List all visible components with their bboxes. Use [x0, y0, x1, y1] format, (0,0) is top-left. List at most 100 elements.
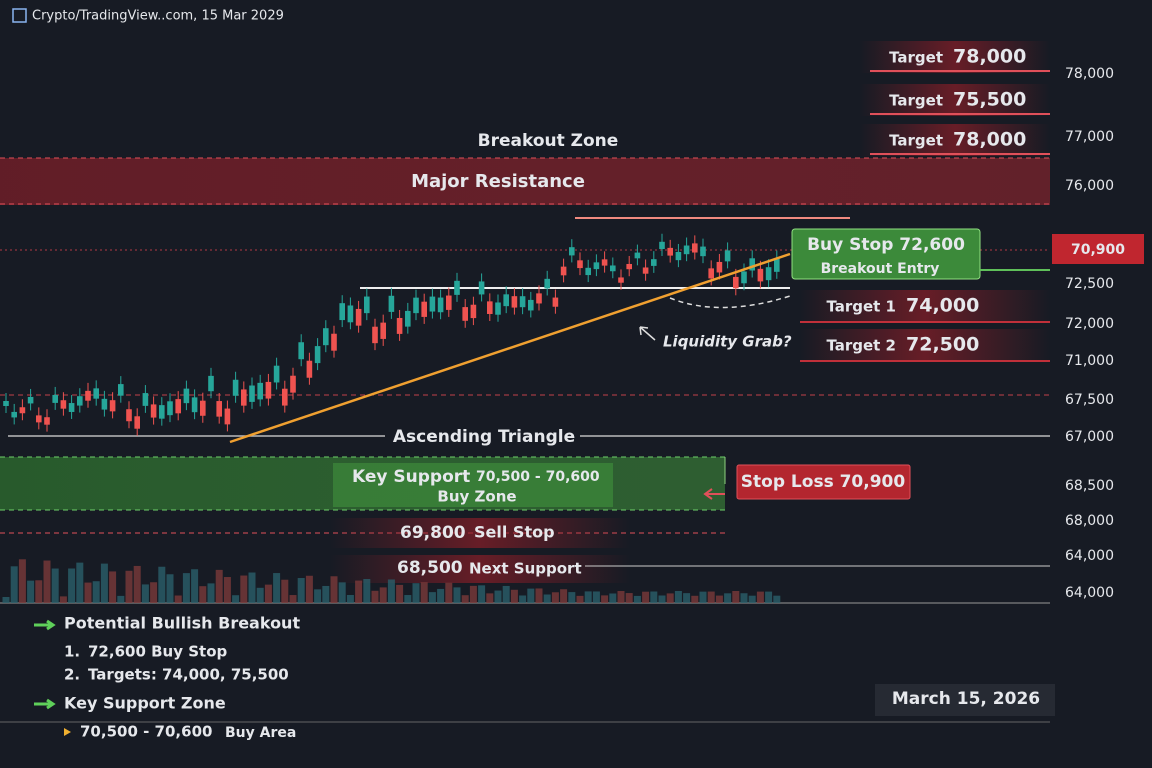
stop-loss-box — [736, 464, 911, 500]
breakout-zone: Breakout Zone — [478, 131, 619, 151]
candle-body — [241, 389, 247, 406]
bullet-arrow — [34, 619, 56, 631]
note-text: 72,600 Buy Stop — [88, 643, 227, 661]
candle-body — [167, 401, 173, 416]
volume-bar — [125, 570, 133, 603]
volume-bar — [527, 588, 535, 603]
target-glow — [860, 84, 1050, 116]
volume-bar — [273, 573, 281, 603]
candle-body — [290, 375, 296, 393]
volume-bar — [601, 595, 609, 603]
bullet-triangle — [64, 728, 71, 736]
volume-bar — [305, 575, 313, 603]
target-glow — [800, 290, 1050, 322]
price-label: 71,000 — [1065, 353, 1114, 369]
target-label: Target — [889, 132, 943, 150]
volume-bar — [568, 592, 576, 603]
volume-bar — [625, 593, 633, 603]
candle-body — [36, 415, 42, 423]
candle-body — [200, 400, 206, 416]
candle-body — [601, 259, 608, 266]
candle-body — [134, 416, 140, 429]
candle-body — [651, 259, 657, 266]
candle-body — [429, 296, 436, 312]
note-number: 2. — [64, 666, 80, 684]
stop-loss-label: Stop Loss 70,900 — [741, 472, 906, 492]
sell-stop-glow — [330, 518, 630, 548]
source-caption: Crypto/TradingView..com, 15 Mar 2029 — [32, 9, 284, 24]
volume-bar — [765, 591, 773, 603]
candle-body — [495, 302, 501, 315]
support-subtitle: Buy Zone — [437, 488, 516, 506]
candle-body — [536, 293, 542, 304]
volume-bar — [543, 594, 551, 603]
candle-body — [142, 393, 149, 406]
volume-bar — [576, 595, 584, 603]
price-label: 72,500 — [1065, 276, 1114, 292]
candle-body — [347, 305, 354, 323]
candle-body — [396, 317, 403, 334]
support-range: 70,500 - 70,600 — [476, 469, 600, 485]
volume-bar — [289, 595, 297, 603]
candle-body — [257, 382, 263, 400]
candle-body — [544, 278, 550, 289]
candle-body — [610, 265, 616, 272]
bullet-arrow — [34, 698, 56, 710]
support-label-bg — [333, 463, 613, 507]
logo-icon — [12, 8, 27, 23]
candle-body — [413, 297, 419, 314]
candle-body — [585, 267, 591, 276]
candle-body — [355, 308, 362, 326]
volume-bar — [707, 591, 715, 603]
candle-body — [724, 250, 731, 262]
candles — [2, 233, 781, 603]
near-target-value: 74,000 — [906, 295, 979, 317]
candle-body — [44, 417, 50, 425]
candle-body — [659, 241, 665, 250]
candle-body — [249, 385, 255, 402]
volume-bar — [322, 585, 330, 603]
date-label: March 15, 2026 — [892, 689, 1040, 709]
volume-bar — [642, 591, 650, 603]
candle-body — [487, 301, 493, 314]
candle-body — [265, 381, 272, 399]
candle-body — [101, 398, 108, 410]
candle-body — [683, 245, 690, 255]
near-target-value: 72,500 — [906, 334, 979, 356]
price-label: 64,000 — [1065, 585, 1114, 601]
next-support-label: Next Support — [469, 560, 582, 578]
trendline — [229, 252, 791, 444]
stop-loss-arrow — [703, 488, 725, 500]
price-tag — [1052, 234, 1144, 264]
candle-body — [216, 401, 222, 417]
volume-bar — [223, 577, 231, 603]
candle-body — [642, 267, 649, 274]
note-label: Buy Area — [225, 725, 296, 741]
candle-body — [626, 263, 632, 270]
candle-body — [634, 252, 641, 259]
candle-body — [511, 296, 518, 308]
candle-body — [77, 396, 83, 406]
target-glow — [860, 41, 1050, 73]
volume-bar — [387, 579, 395, 603]
volume-bar — [650, 591, 658, 603]
volume-bar — [584, 591, 592, 603]
price-label: 68,000 — [1065, 513, 1114, 529]
candle-body — [454, 280, 460, 295]
volume-bar — [379, 587, 387, 603]
volume-bar — [18, 559, 26, 603]
target-label: Target — [889, 49, 943, 67]
volume-bar — [502, 585, 510, 603]
volume-bar — [27, 580, 35, 603]
volume-bar — [420, 582, 428, 603]
candle-body — [446, 295, 452, 310]
candle-body — [749, 258, 755, 271]
candle-body — [11, 411, 17, 418]
buy-stop-box — [791, 228, 981, 280]
volume-bar — [363, 578, 371, 603]
volume-bar — [166, 574, 174, 603]
volume-bar — [478, 585, 486, 603]
volume-bar — [191, 569, 199, 603]
volume-bar — [551, 592, 559, 603]
